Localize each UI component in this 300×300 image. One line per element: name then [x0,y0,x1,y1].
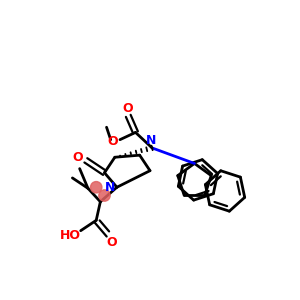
Circle shape [91,182,102,193]
Text: O: O [106,236,117,249]
Text: HO: HO [60,230,81,242]
Text: N: N [104,181,115,194]
Text: O: O [107,135,118,148]
Text: O: O [122,102,133,115]
Circle shape [99,190,110,201]
Text: O: O [72,151,83,164]
Text: N: N [146,134,156,147]
